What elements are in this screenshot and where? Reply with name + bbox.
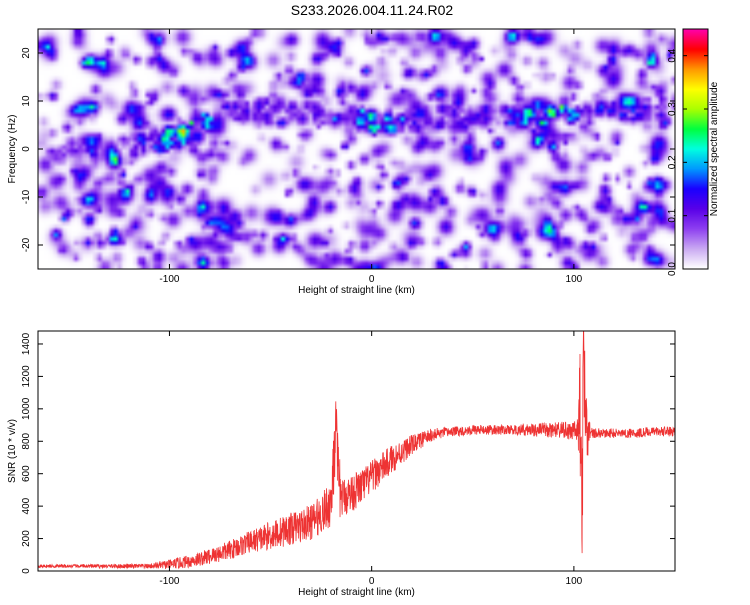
line-y-tick-label: 1400 [21,332,32,355]
colorbar-tick-label: 0.3 [667,102,678,116]
colorbar-tick-label: 0.1 [667,208,678,222]
heatmap-x-tick-label: 0 [369,274,375,285]
colorbar-tick-label: 0.2 [667,155,678,169]
colorbar-tick-label: 0.0 [667,262,678,276]
heatmap-x-axis-label: Height of straight line (km) [298,285,415,296]
colorbar-gradient [683,29,708,269]
line-y-tick-label: 600 [21,465,32,482]
line-y-tick-label: 1000 [21,397,32,420]
colorbar-label: Normalized spectral amplitude [709,81,720,216]
heatmap-y-tick-label: 20 [21,47,32,59]
colorbar-frame [682,28,709,270]
colorbar-tick-label: 0.4 [667,48,678,62]
line-y-tick-label: 400 [21,497,32,514]
line-x-tick-label: 0 [369,576,375,587]
line-y-axis-label: SNR (10 * v/v) [7,419,18,483]
colorbar-ticks: 0.0 0.1 0.2 0.3 0.4 [667,48,708,276]
chart-title: S233.2026.004.11.24.R02 [291,2,454,18]
line-y-tick-label: 0 [21,568,32,574]
heatmap-x-tick-label: -100 [159,274,179,285]
heatmap-y-tick-label: -10 [21,189,32,204]
line-x-axis-label: Height of straight line (km) [298,587,415,598]
heatmap-image [38,29,675,269]
line-x-tick-label: 100 [566,576,583,587]
heatmap-y-tick-label: -20 [21,237,32,252]
line-y-tick-label: 1200 [21,365,32,388]
line-frame [37,330,676,572]
heatmap-y-tick-label: 10 [21,95,32,107]
heatmap-y-tick-label: 0 [21,146,32,152]
colorbar: 0.0 0.1 0.2 0.3 0.4 Normalized spectral ampl… [667,28,720,276]
line-y-tick-label: 200 [21,530,32,547]
line-background [38,331,675,571]
line-x-tick-label: -100 [159,576,179,587]
snr-series-line [37,330,676,570]
heatmap-x-tick-label: 100 [566,274,583,285]
heatmap-y-axis-label: Frequency (Hz) [7,115,18,184]
line-y-tick-label: 800 [21,432,32,449]
